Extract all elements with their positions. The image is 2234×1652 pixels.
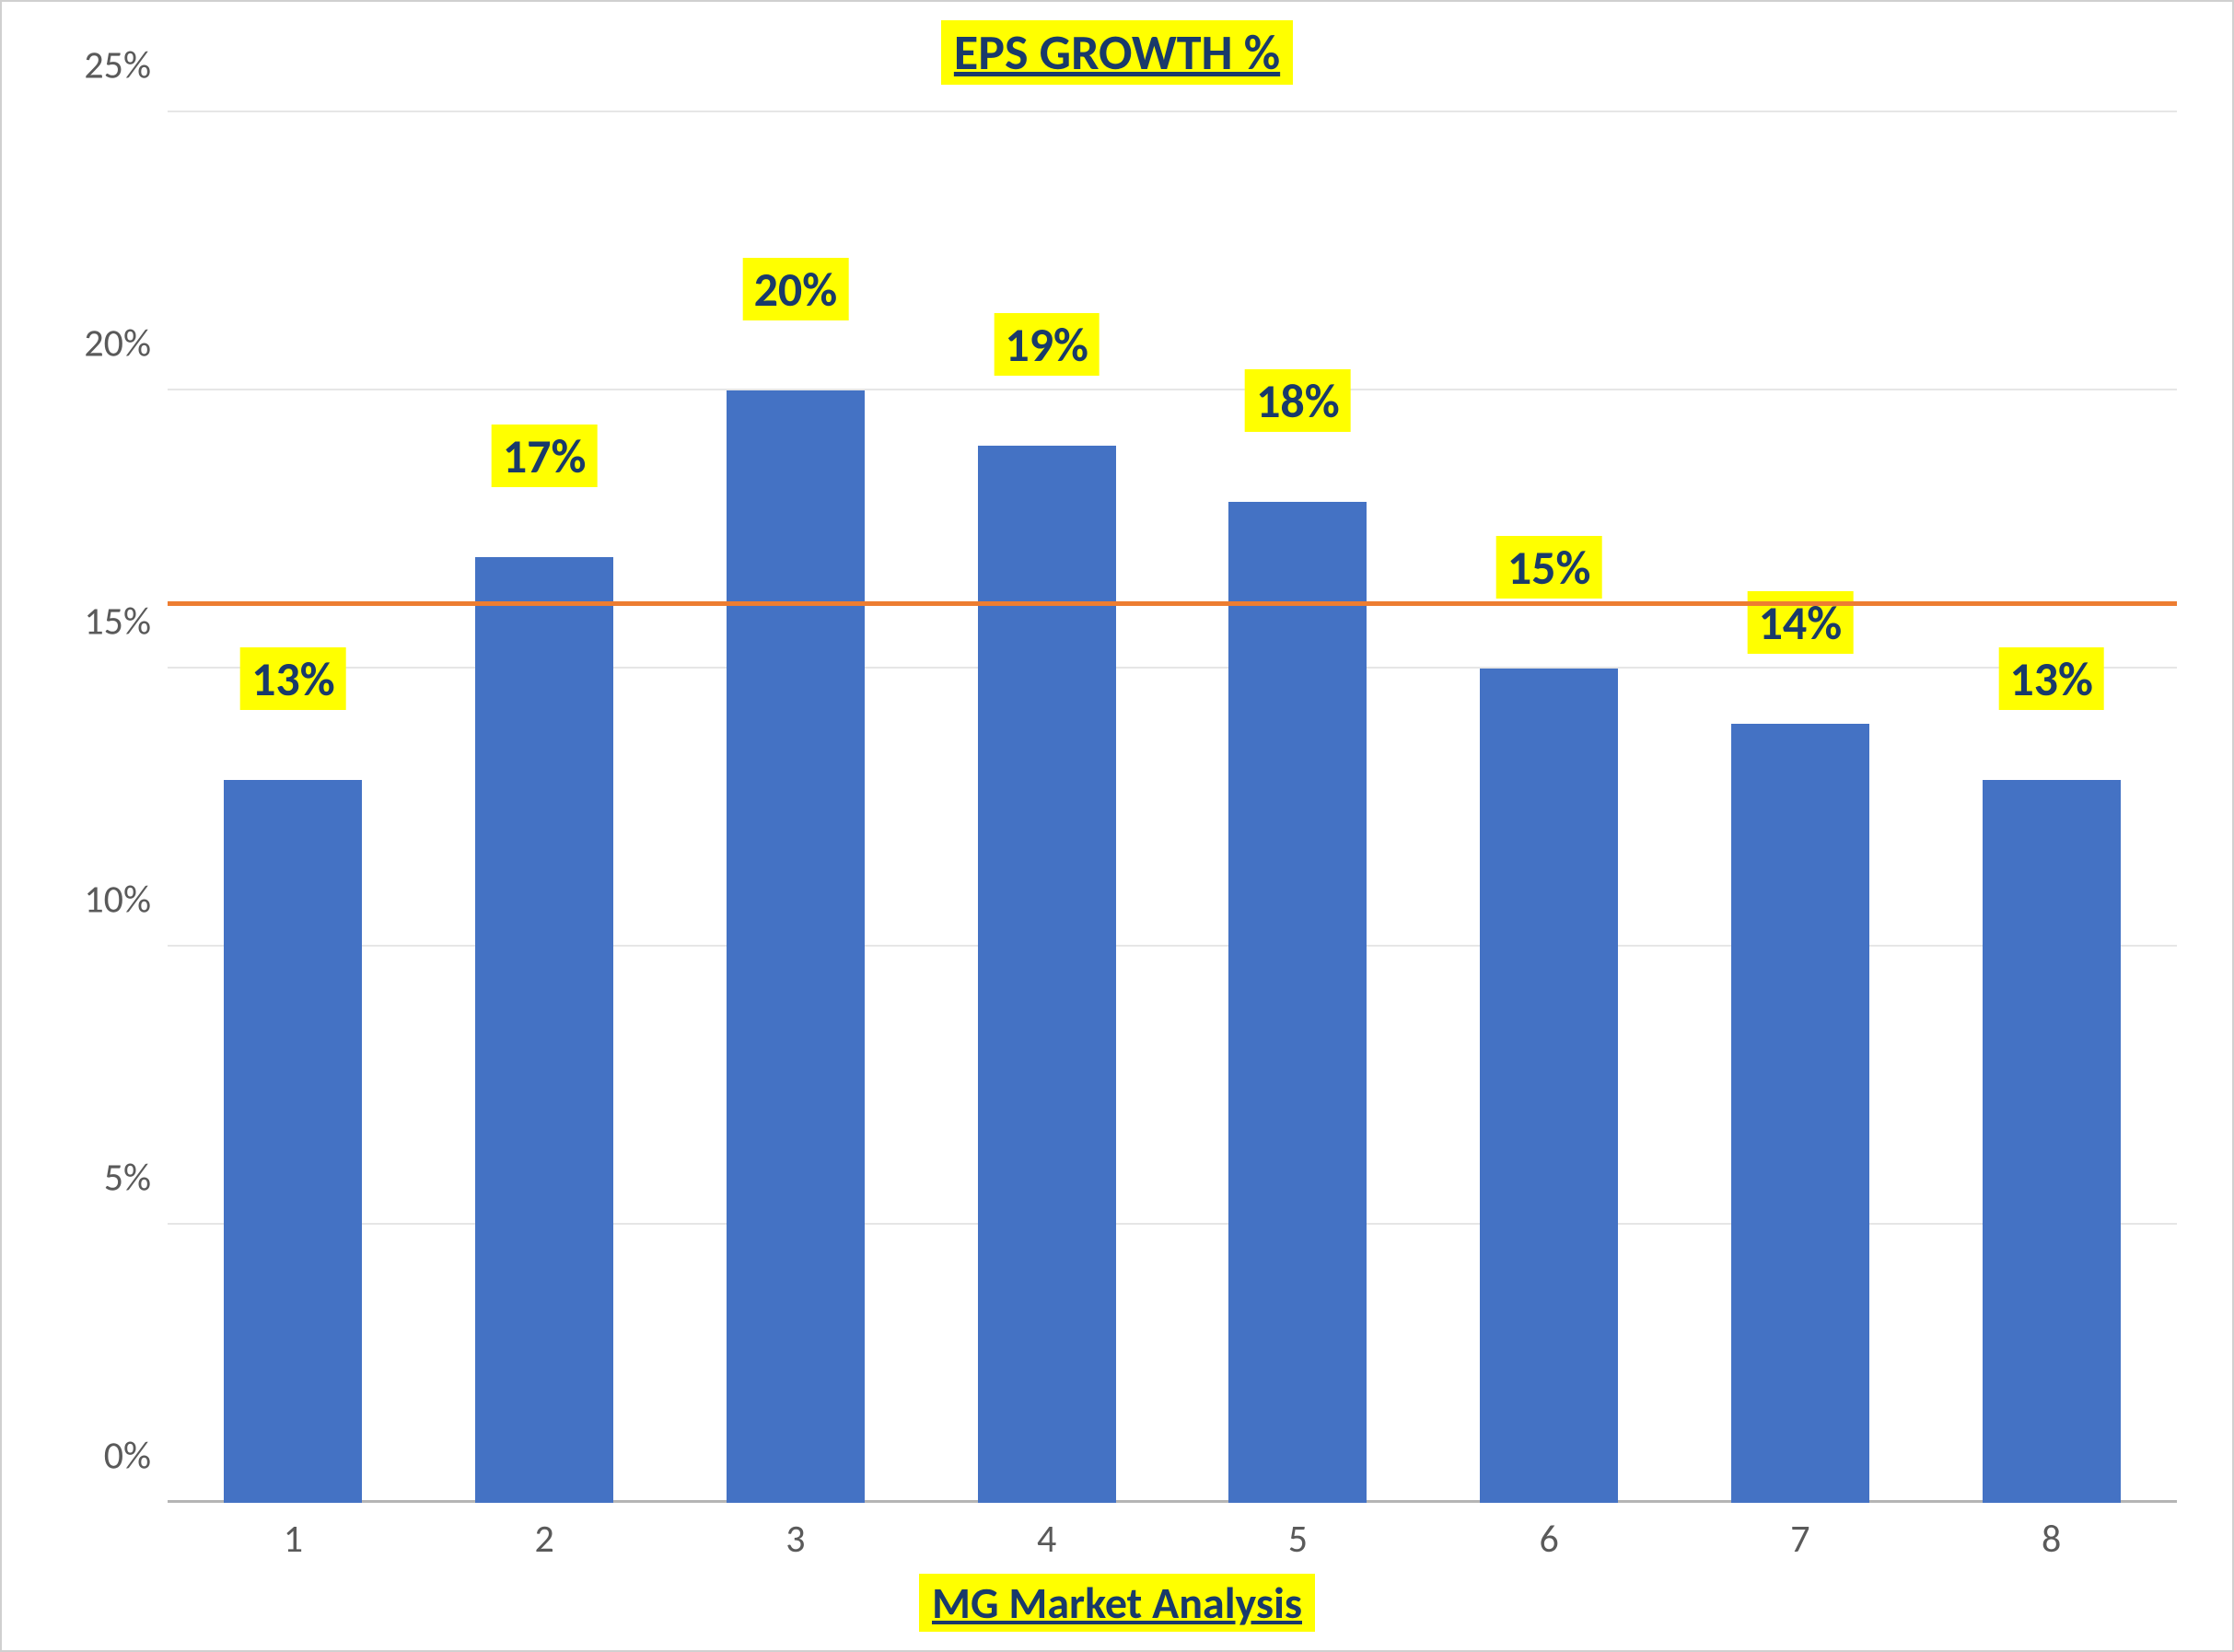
- bar-value-label: 15%: [1496, 536, 1602, 599]
- bar-value-label: 13%: [240, 647, 346, 710]
- x-tick-label: 2: [534, 1516, 553, 1563]
- y-tick-label: 25%: [84, 42, 151, 89]
- y-tick-label: 20%: [84, 320, 151, 367]
- y-tick-label: 15%: [84, 599, 151, 646]
- bar: [1228, 502, 1367, 1503]
- bar: [224, 780, 362, 1503]
- bar: [727, 390, 865, 1503]
- gridline: [168, 111, 2177, 112]
- bar-value-label: 13%: [1998, 647, 2104, 710]
- x-tick-label: 4: [1037, 1516, 1056, 1563]
- gridline: [168, 945, 2177, 947]
- gridline: [168, 1223, 2177, 1225]
- x-tick-label: 7: [1790, 1516, 1809, 1563]
- chart-container: EPS GROWTH % 0% 5% 10% 15% 20% 25% 1 13% 2 17% 3 20…: [0, 0, 2234, 1652]
- x-tick-label: 6: [1539, 1516, 1558, 1563]
- average-line: [168, 601, 2177, 606]
- gridline: [168, 667, 2177, 669]
- title-wrap: EPS GROWTH %: [2, 20, 2232, 85]
- bar-value-label: 18%: [1245, 369, 1351, 432]
- chart-title: EPS GROWTH %: [941, 20, 1293, 85]
- x-tick-label: 8: [2042, 1516, 2061, 1563]
- bar-value-label: 20%: [743, 258, 849, 320]
- x-axis-label: MG Market Analysis: [919, 1574, 1315, 1632]
- bar: [1983, 780, 2121, 1503]
- bar-value-label: 19%: [994, 313, 1100, 376]
- y-tick-label: 5%: [104, 1155, 151, 1202]
- bar-value-label: 17%: [492, 425, 598, 487]
- y-tick-label: 0%: [104, 1433, 151, 1480]
- plot-area: 0%5%10%15%20%25%113%217%320%419%518%615%…: [168, 112, 2177, 1503]
- x-axis-baseline: [168, 1500, 2177, 1503]
- x-tick-label: 1: [284, 1516, 303, 1563]
- bar: [1480, 669, 1618, 1503]
- xlabel-wrap: MG Market Analysis: [2, 1574, 2232, 1632]
- bar: [475, 557, 613, 1503]
- y-tick-label: 10%: [84, 877, 151, 924]
- x-tick-label: 5: [1288, 1516, 1308, 1563]
- gridline: [168, 389, 2177, 390]
- bar: [1731, 724, 1869, 1503]
- x-tick-label: 3: [785, 1516, 805, 1563]
